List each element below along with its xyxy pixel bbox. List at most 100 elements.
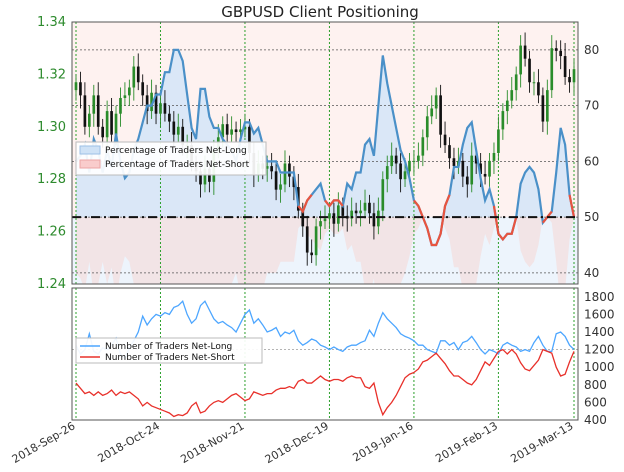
chart-title: GBPUSD Client Positioning <box>221 3 419 21</box>
candle-body <box>314 226 318 256</box>
price-tick-label: 1.32 <box>37 67 66 82</box>
candle-body <box>83 95 87 127</box>
candle-body <box>234 129 238 133</box>
number-net-long-line <box>75 300 575 360</box>
candle-body <box>350 210 354 219</box>
candle-body <box>92 95 96 114</box>
date-tick-label: 2018-Oct-24 <box>95 419 161 465</box>
candle-body <box>385 166 389 180</box>
candle-body <box>461 160 465 177</box>
candle-body <box>88 113 91 127</box>
percentage-lines <box>75 48 576 247</box>
candle-body <box>128 87 131 96</box>
percent-tick-label: 70 <box>584 99 599 113</box>
price-tick-label: 1.28 <box>37 172 66 187</box>
candle-body <box>323 218 327 222</box>
candle-body <box>412 160 416 162</box>
candle-body <box>399 163 402 180</box>
date-tick-label: 2019-Feb-13 <box>433 419 500 465</box>
price-tick-label: 1.34 <box>37 15 66 30</box>
candle-body <box>172 121 176 135</box>
candle-body <box>465 176 469 185</box>
legend-label-number-net-short: Number of Traders Net-Short <box>105 353 235 363</box>
percent-axis-ticks: 40 50 60 70 80 <box>584 43 599 280</box>
candle-body <box>563 56 567 78</box>
candle-body <box>176 126 180 135</box>
candle-body <box>74 82 78 91</box>
candle-body <box>279 184 282 190</box>
date-tick-label: 2018-Sep-26 <box>10 419 78 466</box>
candle-body <box>310 252 313 256</box>
candle-body <box>274 171 278 190</box>
date-tick-label: 2019-Jan-16 <box>350 419 415 464</box>
candle-body <box>230 129 233 135</box>
candle-body <box>572 69 576 83</box>
count-tick-label: 600 <box>584 395 607 409</box>
candle-body <box>341 205 345 216</box>
candle-body <box>408 160 411 172</box>
net-short-area <box>76 217 574 284</box>
count-axis-ticks: 400 600 800 1000 1200 1400 1600 1800 <box>584 290 615 427</box>
date-tick-label: 2019-Mar-13 <box>508 419 575 465</box>
count-tick-label: 1600 <box>584 307 615 321</box>
candle-body <box>354 210 358 214</box>
candle-body <box>248 126 251 153</box>
candle-body <box>421 137 425 156</box>
candle-body <box>132 66 136 88</box>
candle-body <box>105 111 109 138</box>
candle-body <box>483 173 487 177</box>
candle-body <box>488 160 491 177</box>
percent-tick-label: 60 <box>584 154 599 168</box>
candle-body <box>243 126 247 130</box>
candle-body <box>221 124 225 138</box>
candle-body <box>523 45 527 59</box>
candle-body <box>363 202 367 211</box>
number-net-short-line <box>75 348 575 418</box>
candle-body <box>497 129 500 153</box>
candle-body <box>265 166 269 169</box>
candle-body <box>505 100 509 112</box>
candle-body <box>519 45 522 75</box>
candle-body <box>541 95 545 122</box>
candle-body <box>554 48 558 51</box>
candle-body <box>332 213 336 224</box>
price-panel: 1.24 1.26 1.28 1.30 1.32 1.34 40 50 60 70 80 Perc… <box>37 15 599 292</box>
net-short-percentage-line <box>297 194 576 247</box>
candle-body <box>417 155 420 161</box>
candle-body <box>394 155 398 164</box>
candle-body <box>372 213 376 227</box>
candle-body <box>150 92 153 112</box>
legend-label-net-short: Percentage of Traders Net-Short <box>105 160 250 170</box>
candle-body <box>79 82 82 96</box>
candle-body <box>537 82 540 96</box>
candle-body <box>168 113 171 122</box>
candle-body <box>434 95 438 109</box>
candle-body <box>141 82 145 96</box>
candle-body <box>305 226 309 253</box>
candle-body <box>288 163 291 177</box>
price-axis-ticks: 1.24 1.26 1.28 1.30 1.32 1.34 <box>37 15 66 292</box>
candle-body <box>337 205 340 224</box>
date-tick-label: 2018-Dec-19 <box>263 419 331 466</box>
price-tick-label: 1.24 <box>37 277 66 292</box>
candle-body <box>448 145 451 159</box>
candle-body <box>559 50 562 57</box>
traders-count-panel: 400 600 800 1000 1200 1400 1600 1800 Number of … <box>71 287 615 427</box>
candle-body <box>528 58 531 83</box>
candle-body <box>145 95 149 112</box>
candle-body <box>203 168 207 185</box>
count-tick-label: 1200 <box>584 343 615 357</box>
candle-body <box>239 129 242 133</box>
candle-body <box>345 215 349 219</box>
candle-body <box>514 74 518 91</box>
top-legend: Percentage of Traders Net-Long Percentag… <box>75 141 267 176</box>
candle-body <box>181 126 185 146</box>
percent-tick-label: 50 <box>584 210 599 224</box>
legend-label-number-net-long: Number of Traders Net-Long <box>105 342 232 352</box>
candle-body <box>568 77 571 83</box>
candle-body <box>403 171 407 180</box>
candle-body <box>159 103 162 114</box>
candle-body <box>101 126 105 138</box>
candle-body <box>114 113 118 135</box>
